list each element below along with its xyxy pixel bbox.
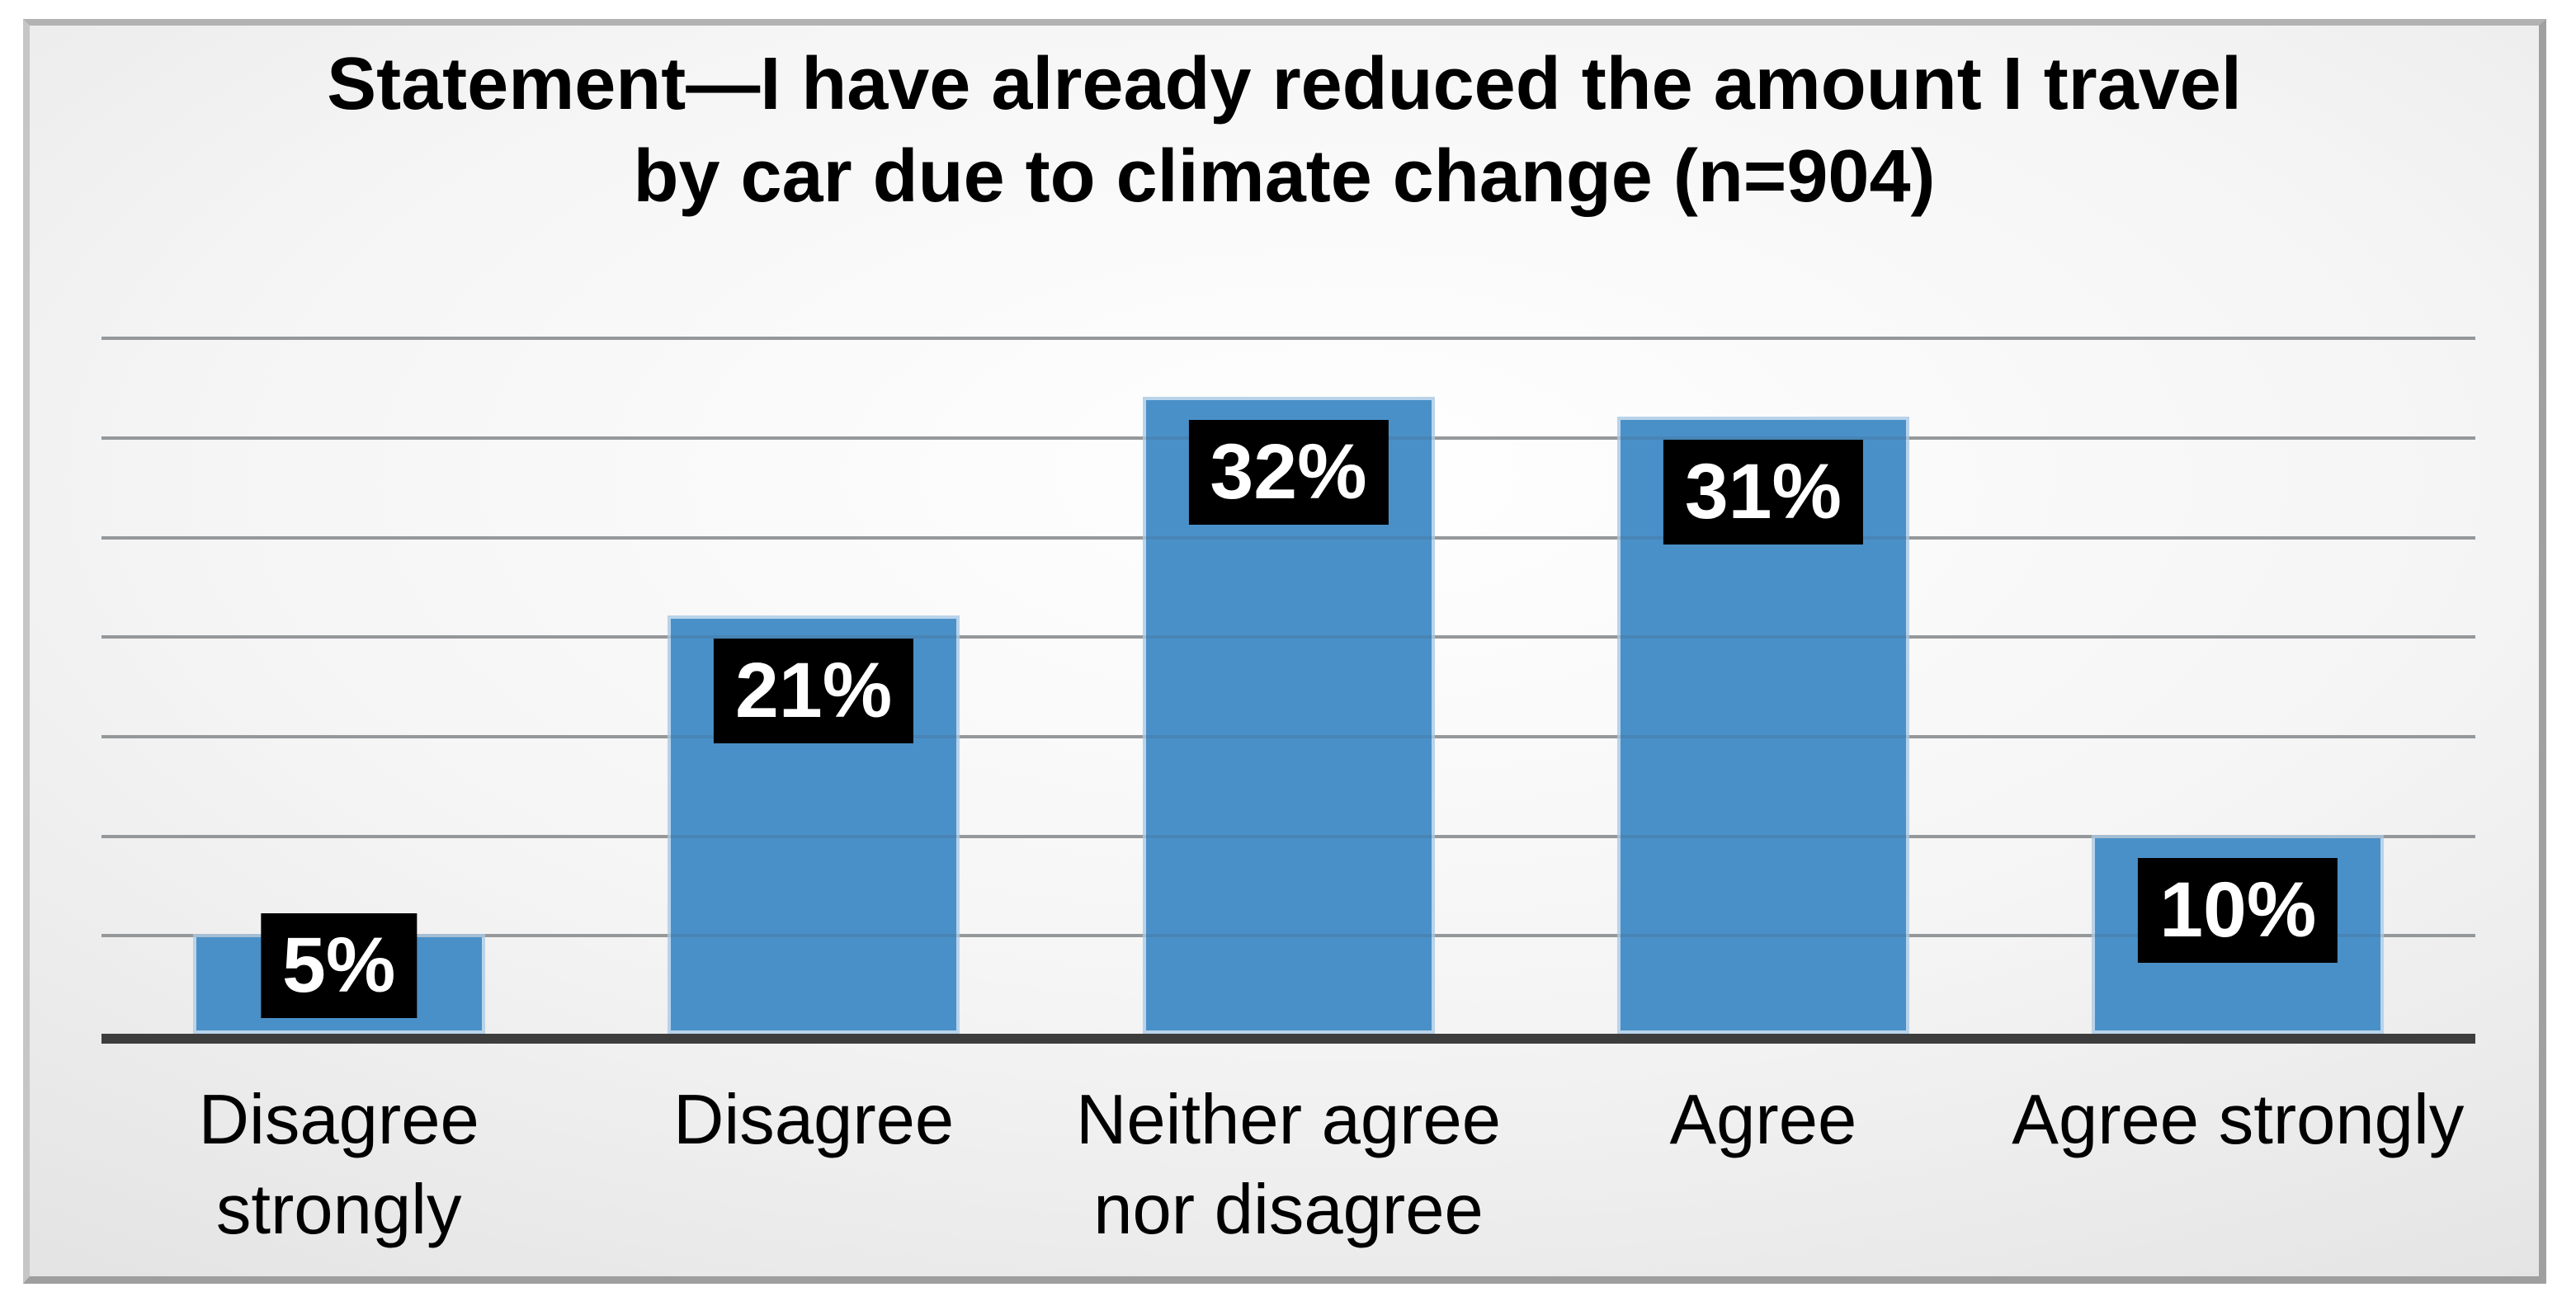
- category-label: Neither agree nor disagree: [1075, 1081, 1502, 1249]
- gridline-overlay: [101, 734, 2475, 738]
- gridline-overlay: [101, 934, 2475, 938]
- category-label: Agree: [1669, 1081, 1857, 1159]
- x-axis-line: [101, 1034, 2475, 1044]
- value-label: 32%: [1188, 419, 1389, 525]
- category-label: Agree strongly: [2012, 1081, 2465, 1159]
- value-label: 31%: [1663, 439, 1863, 545]
- gridline-overlay: [101, 535, 2475, 540]
- chart-title: Statement—I have already reduced the amo…: [327, 43, 2242, 218]
- value-label: 5%: [261, 913, 418, 1019]
- category-label: Disagree: [673, 1081, 955, 1159]
- slide: Statement—I have already reduced the amo…: [23, 19, 2546, 1284]
- value-label: 10%: [2138, 857, 2338, 963]
- gridline-overlay: [101, 635, 2475, 639]
- gridline: [101, 337, 2475, 341]
- value-label: 21%: [714, 639, 914, 744]
- gridline-overlay: [101, 834, 2475, 838]
- category-label: Disagree strongly: [198, 1081, 479, 1249]
- gridline-overlay: [101, 337, 2475, 341]
